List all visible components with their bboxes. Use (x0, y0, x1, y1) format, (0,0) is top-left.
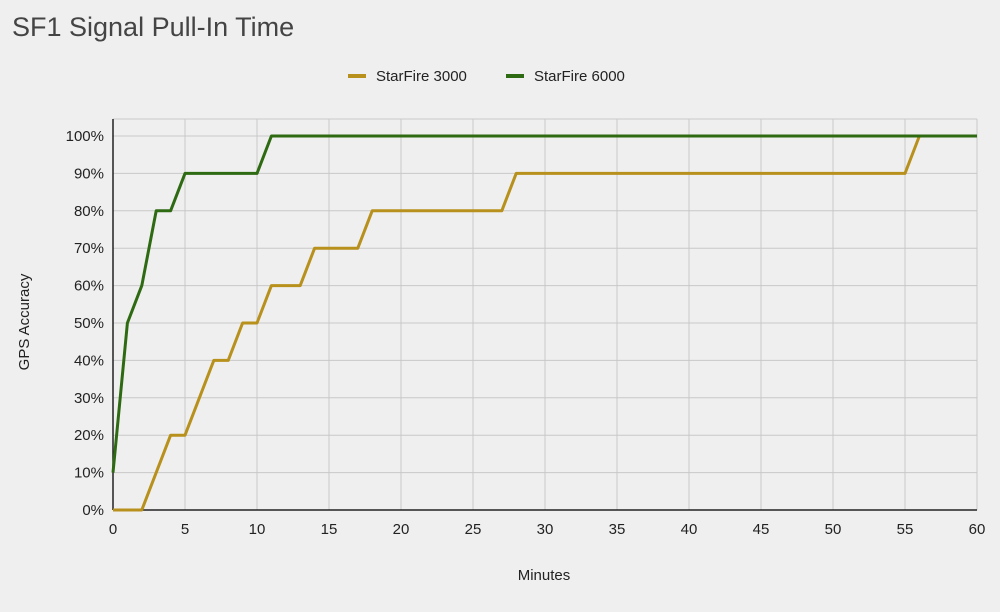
legend: StarFire 3000 StarFire 6000 (348, 68, 625, 85)
y-tick-label: 20% (74, 427, 104, 444)
y-tick-label: 0% (82, 502, 104, 519)
y-axis-label: GPS Accuracy (16, 273, 33, 370)
series-layer (111, 134, 977, 512)
x-tick-label: 60 (969, 521, 986, 538)
y-tick-label: 40% (74, 352, 104, 369)
x-tick-label: 25 (465, 521, 482, 538)
chart-title: SF1 Signal Pull-In Time (12, 12, 295, 42)
y-tick-label: 80% (74, 203, 104, 220)
y-tick-label: 60% (74, 278, 104, 295)
y-tick-label: 70% (74, 240, 104, 257)
series-line-2 (111, 134, 977, 473)
y-tick-label: 50% (74, 315, 104, 332)
x-tick-label: 0 (109, 521, 117, 538)
y-tick-label: 10% (74, 465, 104, 482)
axis-layer: 0% 10% 20% 30% 40% 50% 60% 70% 80% 90% 100% 0 5 10 15 2… (66, 119, 986, 538)
x-tick-label: 40 (681, 521, 698, 538)
x-tick-label: 35 (609, 521, 626, 538)
x-tick-label: 45 (753, 521, 770, 538)
x-tick-label: 50 (825, 521, 842, 538)
x-tick-label: 55 (897, 521, 914, 538)
y-tick-label: 30% (74, 390, 104, 407)
x-tick-label: 10 (249, 521, 266, 538)
x-tick-label: 15 (321, 521, 338, 538)
legend-label: StarFire 6000 (534, 68, 625, 85)
y-tick-label: 100% (66, 128, 104, 145)
grid-layer (112, 118, 978, 511)
x-tick-label: 20 (393, 521, 410, 538)
x-axis-label: Minutes (518, 567, 571, 584)
y-tick-label: 90% (74, 165, 104, 182)
series-line-1 (113, 134, 977, 512)
legend-label: StarFire 3000 (376, 68, 467, 85)
x-tick-label: 5 (181, 521, 189, 538)
x-tick-label: 30 (537, 521, 554, 538)
